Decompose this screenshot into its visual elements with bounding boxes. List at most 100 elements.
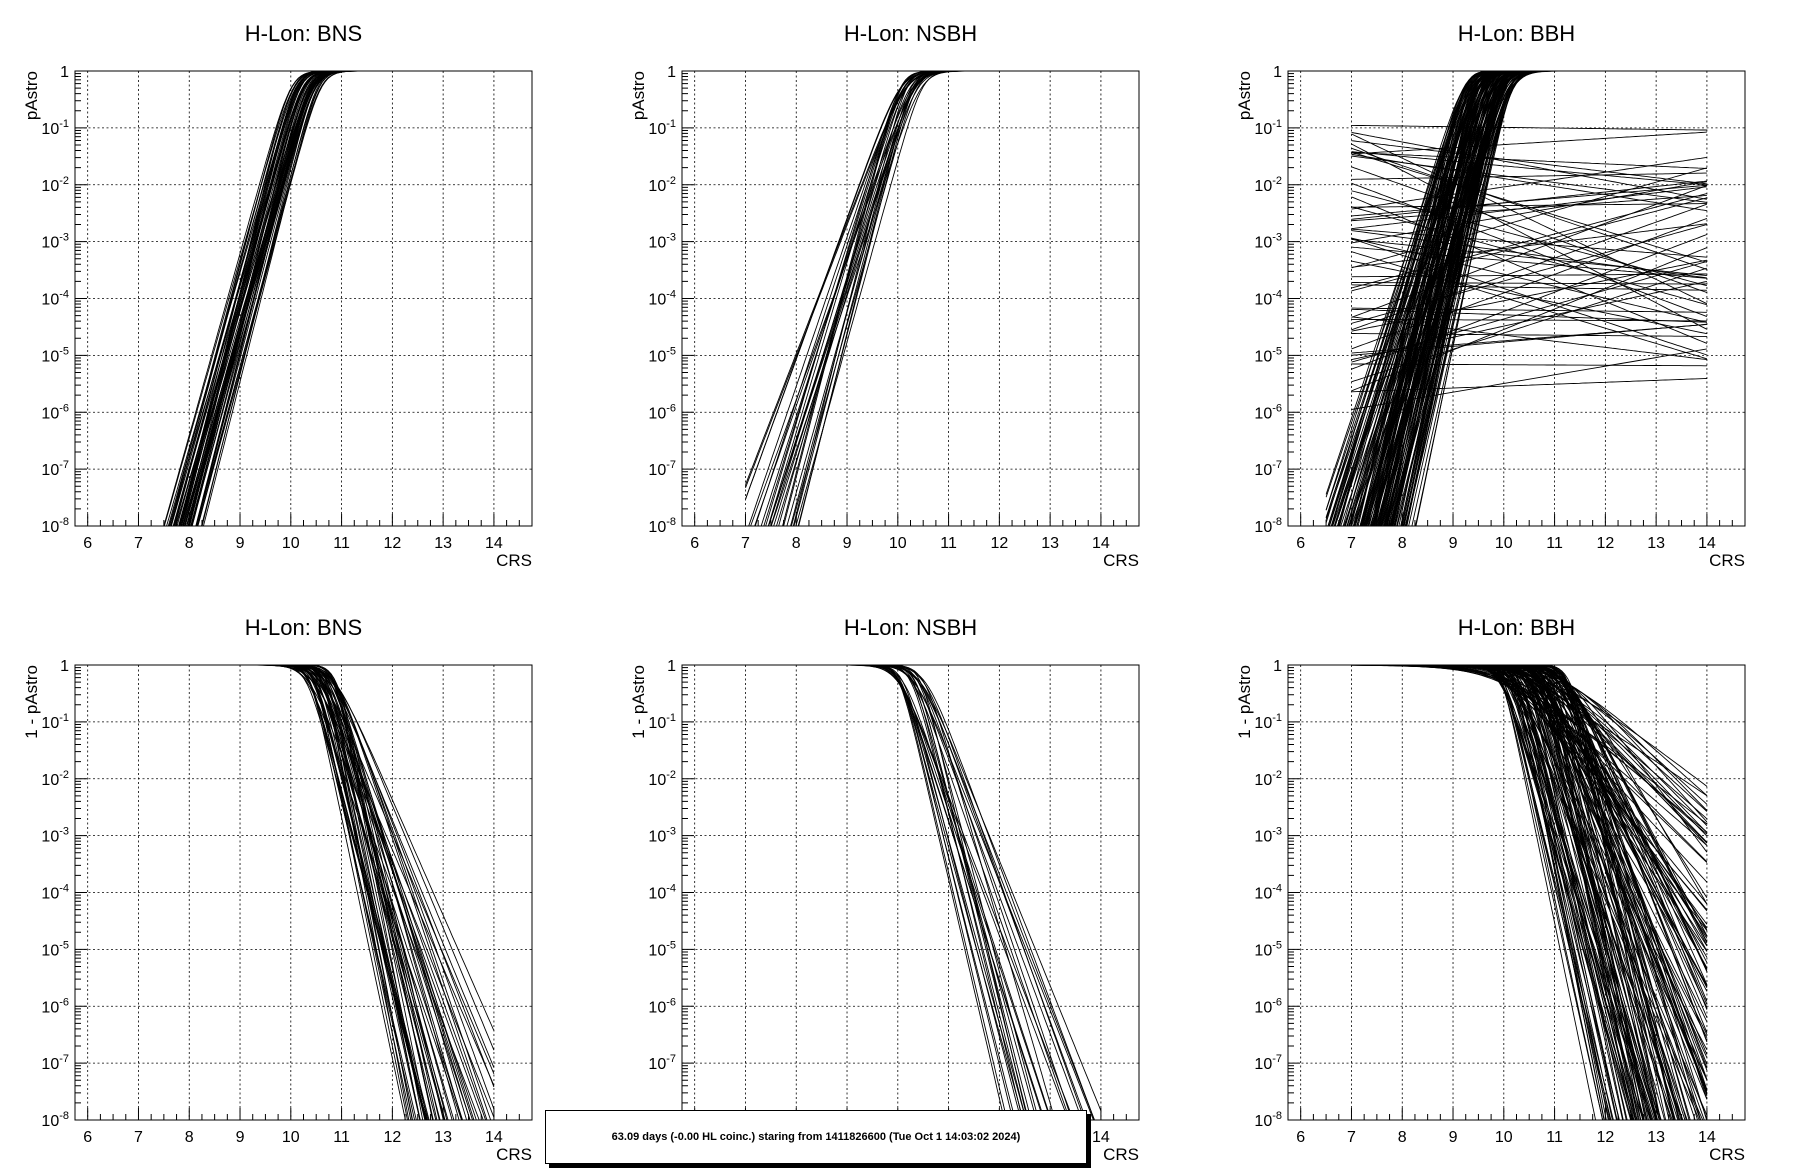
series-line [1351, 665, 1708, 863]
chart-panel-6: H-Lon: BBH 6 7 8 9 10 11 12 13 14 10-8 10-7 10-6 10-5… [1235, 615, 1746, 1164]
series-line-flat [1351, 197, 1708, 292]
series-line-flat [1351, 131, 1707, 200]
series-line [745, 665, 1027, 1120]
series-line [745, 665, 1074, 1120]
y-axis-ticks [1288, 664, 1300, 1121]
series-line [138, 665, 480, 1120]
y-tick-label: 10-4 [41, 289, 69, 309]
x-tick-label: 14 [1698, 535, 1716, 552]
series-line [745, 665, 1073, 1120]
grid-lines [1288, 664, 1745, 1120]
series-line [1351, 665, 1676, 1120]
series-line [138, 665, 468, 1120]
chart-title: H-Lon: BBH [1458, 21, 1575, 46]
x-tick-label: 11 [333, 535, 350, 552]
series-line [786, 71, 1101, 526]
y-tick-label: 10-4 [1254, 883, 1282, 903]
x-tick-label: 6 [1296, 535, 1305, 552]
series-line [773, 71, 1101, 526]
y-tick-label: 10-2 [41, 175, 69, 195]
series-line [745, 665, 1069, 1120]
chart-title: H-Lon: BBH [1458, 615, 1575, 640]
y-tick-label: 1 [1273, 64, 1282, 81]
series-line [163, 71, 494, 526]
chart-panel-1: H-Lon: BNS 6 7 8 9 10 11 12 13 14 10-8 10-7 10-6 10-5… [22, 21, 533, 570]
x-tick-label: 6 [1296, 1129, 1305, 1146]
series-line [138, 665, 444, 1120]
y-axis-ticks [75, 70, 87, 527]
y-tick-label: 10-7 [1254, 459, 1282, 479]
y-axis-label: 1 - pAstro [629, 665, 648, 739]
series-line [1325, 71, 1707, 511]
series-line [745, 665, 1102, 1111]
series-line [1351, 665, 1708, 1051]
x-tick-label: 6 [690, 535, 699, 552]
x-tick-label: 13 [1647, 1129, 1665, 1146]
series-line [138, 665, 421, 1120]
series-line [1351, 665, 1708, 1081]
series-line-flat [1351, 167, 1708, 269]
series-line [1377, 71, 1707, 526]
series-line [1351, 665, 1596, 1120]
series-line [768, 71, 1101, 526]
series-line [1351, 665, 1660, 1120]
y-tick-label: 10-5 [648, 939, 676, 959]
y-tick-label: 10-1 [41, 118, 69, 138]
series-line [1351, 665, 1675, 1120]
series-line [138, 665, 484, 1120]
y-tick-label: 10-5 [1254, 939, 1282, 959]
y-tick-label: 10-2 [1254, 769, 1282, 789]
series-line-flat [1351, 151, 1707, 186]
x-tick-label: 12 [383, 535, 401, 552]
series-line-flat [1351, 316, 1707, 361]
y-tick-label: 10-2 [41, 769, 69, 789]
series-line [798, 71, 1101, 526]
series-line [1351, 665, 1636, 1120]
series-line [1351, 665, 1634, 1120]
x-tick-label: 13 [434, 535, 452, 552]
series-line-flat [1351, 143, 1708, 330]
y-tick-label: 1 [60, 658, 69, 675]
series-line [1325, 71, 1707, 524]
series-line [792, 71, 1101, 526]
series-line [1339, 71, 1707, 526]
series-line [138, 665, 453, 1120]
series-line-flat [1351, 131, 1707, 155]
series-line-flat [1351, 323, 1707, 354]
series-line [1367, 71, 1707, 526]
series-line [138, 665, 429, 1120]
series-line [138, 665, 417, 1120]
series-line [138, 665, 434, 1120]
series-line [1351, 665, 1620, 1120]
series-line [1351, 665, 1624, 1120]
x-tick-label: 7 [134, 1129, 143, 1146]
series-line-flat [1351, 246, 1707, 279]
series-line [1351, 665, 1652, 1120]
series-line [138, 665, 427, 1120]
chart-panel-5: H-Lon: NSBH6789101112131410-810-710-610-… [629, 615, 1140, 1164]
series-line-flat [1351, 203, 1707, 208]
x-tick-label: 12 [383, 1129, 401, 1146]
y-tick-label: 1 [667, 658, 676, 675]
y-tick-label: 10-3 [648, 232, 676, 252]
series-line [1351, 665, 1700, 1120]
series-line [1372, 71, 1707, 526]
series-line [1353, 71, 1707, 526]
series-line-flat [1351, 133, 1708, 305]
x-tick-label: 9 [236, 535, 245, 552]
series-line [1351, 665, 1660, 1120]
x-axis-label: CRS [496, 1145, 532, 1164]
series-line-flat [1351, 156, 1707, 210]
y-axis-label: 1 - pAstro [22, 665, 41, 739]
series-line [770, 71, 1101, 526]
series-curves [138, 665, 495, 1120]
series-line-flat [1351, 333, 1707, 337]
y-tick-label: 10-4 [1254, 289, 1282, 309]
series-line [138, 665, 426, 1120]
series-line-flat [1351, 124, 1707, 131]
series-line [138, 665, 427, 1120]
x-tick-label: 14 [1698, 1129, 1716, 1146]
series-line-flat [1351, 184, 1707, 217]
series-line [1351, 71, 1707, 526]
series-line [138, 665, 426, 1120]
